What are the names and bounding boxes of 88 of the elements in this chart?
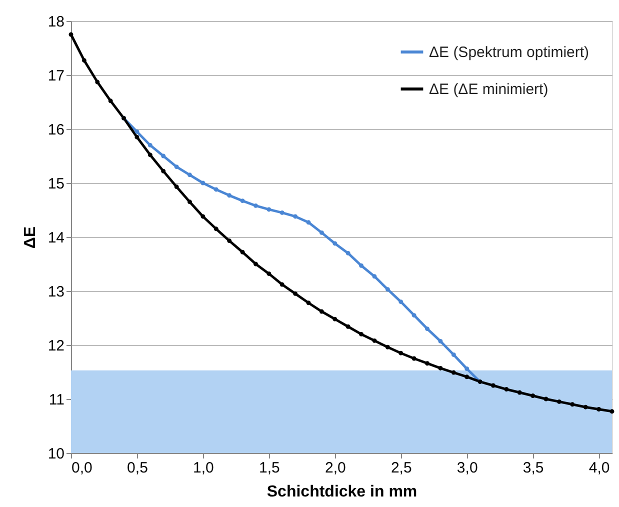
x-tick-label: 0,5 (127, 460, 148, 476)
point (134, 129, 140, 134)
point (174, 164, 179, 170)
point (188, 172, 192, 178)
x-tick-label: 3,5 (522, 460, 544, 476)
point (398, 350, 404, 356)
y-tick-label: 12 (48, 338, 64, 354)
point (280, 282, 284, 287)
y-tick-label: 10 (48, 446, 64, 462)
x-tick-label: 2,0 (324, 460, 346, 476)
point (425, 326, 430, 332)
point (438, 338, 443, 344)
point (253, 203, 258, 208)
legend-label: ΔE (ΔE minimiert) (429, 81, 548, 98)
point (319, 230, 324, 235)
point (227, 238, 232, 244)
point (161, 154, 166, 158)
point (346, 250, 350, 256)
point (385, 344, 390, 350)
point (464, 374, 470, 380)
point (319, 309, 324, 314)
x-tick-label: 2,5 (390, 460, 412, 476)
point (372, 338, 377, 343)
point (398, 300, 404, 304)
y-tick-label: 18 (48, 14, 64, 30)
point (108, 98, 113, 104)
x-tick-label: 1,0 (193, 460, 214, 476)
point (82, 58, 86, 63)
point (161, 168, 166, 174)
x-tick-label: 0,0 (72, 460, 92, 476)
x-tick-label: 1,5 (258, 460, 280, 476)
point (306, 300, 311, 306)
point (504, 387, 509, 392)
y-tick-label: 15 (48, 176, 64, 192)
point (451, 370, 456, 375)
point (332, 241, 338, 246)
point (240, 250, 245, 254)
point (95, 80, 100, 84)
point (188, 200, 192, 204)
point (556, 399, 562, 404)
point (174, 184, 179, 190)
point (280, 210, 284, 215)
point (253, 262, 258, 266)
point (596, 407, 602, 412)
point (134, 134, 140, 140)
x-tick-label: 3,0 (456, 460, 478, 476)
point (148, 152, 152, 158)
y-axis-title: ΔE (22, 226, 39, 249)
point (359, 332, 364, 336)
y-tick-label: 17 (48, 68, 64, 84)
point (570, 402, 575, 407)
point (412, 313, 416, 318)
point (438, 366, 443, 370)
x-tick-label: 4,0 (588, 460, 610, 476)
point (372, 274, 377, 279)
y-tick-label: 14 (48, 230, 64, 246)
point (491, 383, 496, 388)
y-tick-label: 16 (48, 122, 64, 138)
point (200, 180, 206, 186)
point (425, 361, 430, 366)
legend-label: ΔE (Spektrum optimiert) (429, 44, 590, 61)
point (200, 214, 206, 219)
point (214, 187, 218, 192)
point (266, 207, 272, 212)
point (266, 271, 272, 276)
point (610, 409, 614, 414)
point (227, 193, 232, 198)
point (293, 291, 298, 296)
point (359, 263, 364, 268)
x-axis-title: Schichtdicke in mm (266, 484, 418, 500)
point (346, 324, 350, 329)
point (214, 226, 218, 232)
point (332, 316, 338, 322)
point (464, 366, 470, 371)
point (293, 214, 298, 219)
point (583, 404, 588, 410)
point (544, 396, 548, 402)
point (530, 394, 536, 398)
point (68, 32, 74, 37)
point (517, 390, 522, 395)
point (451, 352, 456, 357)
point (148, 142, 152, 148)
point (240, 198, 245, 204)
point (412, 356, 416, 361)
point (306, 220, 311, 225)
y-tick-label: 13 (48, 284, 64, 300)
point (385, 287, 390, 292)
y-tick-label: 11 (48, 392, 64, 408)
